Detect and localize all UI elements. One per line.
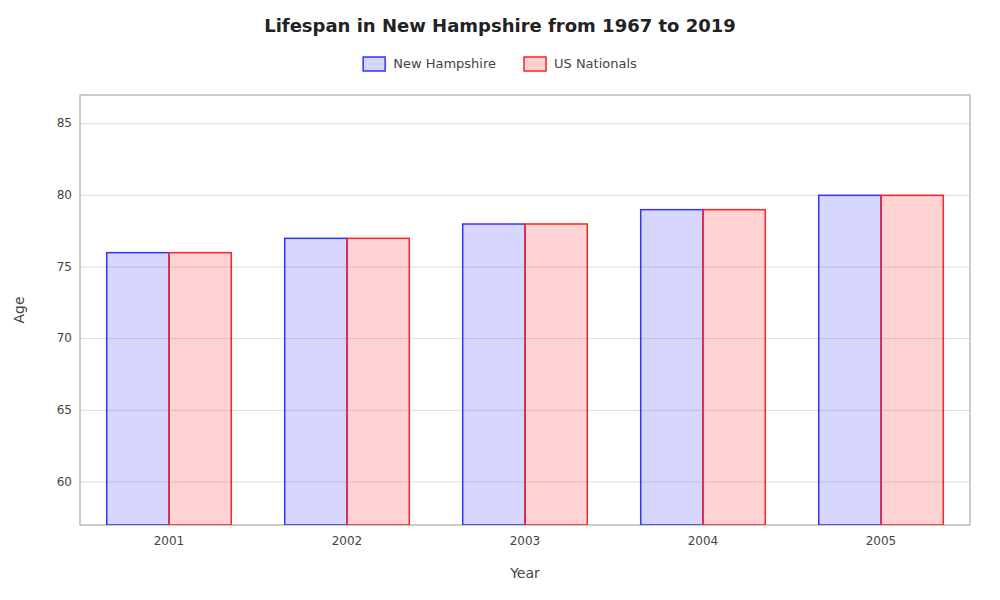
plot-frame [80,95,970,525]
legend-swatch [524,57,546,71]
bar [525,224,587,525]
bar [285,238,347,525]
x-tick-label: 2003 [510,534,541,548]
bar [641,210,703,525]
bar [107,253,169,525]
legend-label: New Hampshire [393,56,496,71]
y-tick-label: 60 [57,475,72,489]
x-tick-label: 2002 [332,534,363,548]
bar [347,238,409,525]
legend-item: New Hampshire [363,56,496,72]
legend-item: US Nationals [524,56,637,72]
bar [819,195,881,525]
bar [881,195,943,525]
legend: New Hampshire US Nationals [363,56,637,72]
chart-container: 60 65 70 75 80 85 2001 2002 2003 2004 2005 Year Age L… [0,0,1000,600]
legend-label: US Nationals [554,56,637,71]
bars [107,195,944,525]
bar [463,224,525,525]
legend-swatch [363,57,385,71]
chart: 60 65 70 75 80 85 2001 2002 2003 2004 2005 Year Age L… [0,0,1000,600]
y-tick-label: 65 [57,403,72,417]
y-axis-label: Age [11,296,27,323]
y-tick-label: 80 [57,188,72,202]
x-tick-label: 2001 [154,534,185,548]
title: Lifespan in New Hampshire from 1967 to 2… [264,15,736,36]
y-tick-label: 85 [57,116,72,130]
bar [703,210,765,525]
y-tick-label: 75 [57,260,72,274]
x-tick-label: 2005 [866,534,897,548]
x-tick-label: 2004 [688,534,719,548]
bar [169,253,231,525]
grid-line [80,123,970,124]
x-axis-label: Year [509,565,540,581]
y-tick-label: 70 [57,331,72,345]
